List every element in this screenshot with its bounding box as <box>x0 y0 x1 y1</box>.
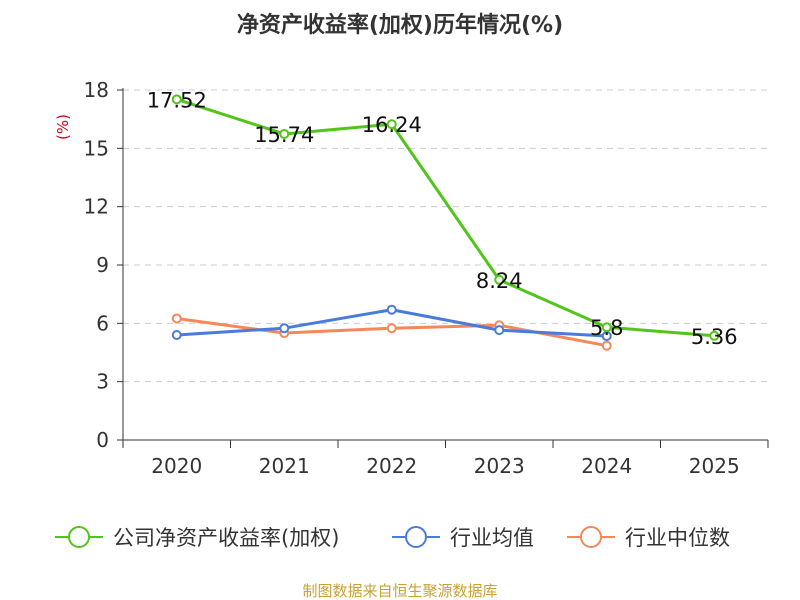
y-tick-label: 0 <box>96 428 109 452</box>
x-tick-label: 2025 <box>689 454 740 478</box>
data-label: 8.24 <box>476 269 523 293</box>
legend-label: 行业中位数 <box>625 526 730 550</box>
x-tick-label: 2021 <box>259 454 310 478</box>
gridlines <box>123 89 768 383</box>
legend-marker-icon <box>405 526 427 548</box>
data-label: 16.24 <box>362 113 422 137</box>
y-tick-label: 15 <box>84 136 109 160</box>
y-tick-label: 9 <box>96 253 109 277</box>
legend-marker-icon <box>68 526 90 548</box>
data-point <box>386 323 397 334</box>
x-tick-label: 2024 <box>581 454 632 478</box>
y-axis-label: (%) <box>54 114 72 140</box>
data-point <box>494 325 505 336</box>
legend-marker-icon <box>580 526 602 548</box>
series-group: 17.52 15.74 16.24 8.24 5.8 5.36 <box>147 88 738 351</box>
legend: 公司净资产收益率(加权) 行业均值 行业中位数 <box>55 526 730 550</box>
data-label: 15.74 <box>254 123 314 147</box>
source-note: 制图数据来自恒生聚源数据库 <box>302 582 497 600</box>
data-point <box>279 323 290 334</box>
data-point <box>386 304 397 315</box>
legend-label: 行业均值 <box>450 526 534 550</box>
x-tick-label: 2020 <box>151 454 202 478</box>
data-point <box>494 274 505 285</box>
chart-title: 净资产收益率(加权)历年情况(%) <box>237 12 563 38</box>
data-point <box>386 119 397 130</box>
data-point <box>171 94 182 105</box>
y-tick-label: 3 <box>96 370 109 394</box>
data-point <box>601 340 612 351</box>
y-tick-label: 6 <box>96 311 109 335</box>
y-tick-label: 12 <box>84 195 109 219</box>
data-label: 5.8 <box>590 316 623 340</box>
data-point <box>279 128 290 139</box>
y-tick-label: 18 <box>84 78 109 102</box>
axes: 0 3 6 9 12 15 18 2020 2021 2022 2023 2024 2025 <box>84 78 769 478</box>
data-point <box>171 330 182 340</box>
data-point <box>709 330 720 341</box>
x-tick-label: 2022 <box>366 454 417 478</box>
data-label: 17.52 <box>147 88 207 112</box>
x-tick-label: 2023 <box>474 454 525 478</box>
series-line <box>176 97 715 338</box>
data-label: 5.36 <box>691 325 738 349</box>
legend-label: 公司净资产收益率(加权) <box>113 526 339 550</box>
data-point <box>601 322 612 333</box>
data-point <box>171 313 182 324</box>
